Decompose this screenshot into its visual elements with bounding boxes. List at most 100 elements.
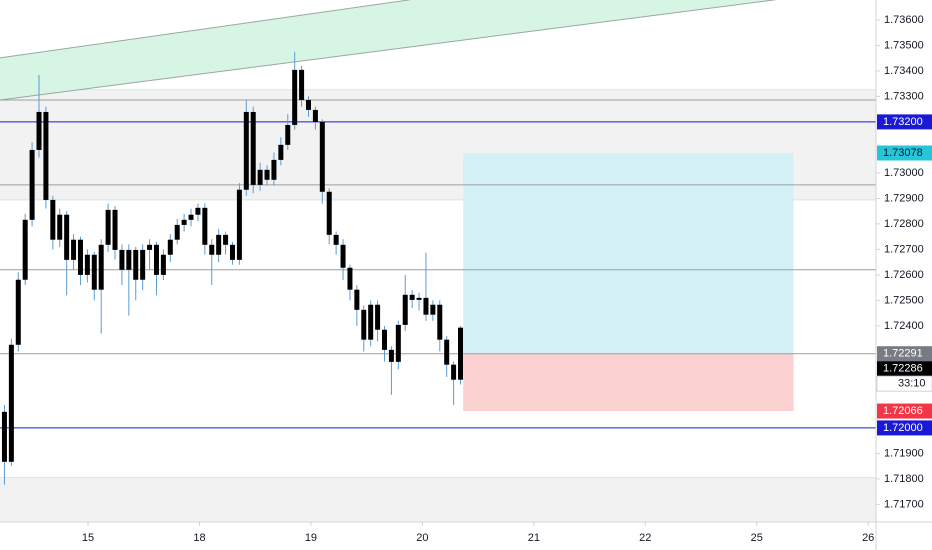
candle-body xyxy=(312,109,318,122)
candle-body xyxy=(250,111,256,185)
stop-label: 1.72066 xyxy=(883,405,923,417)
candle-body xyxy=(167,239,173,255)
candle-body xyxy=(430,304,436,315)
candle-body xyxy=(299,69,305,100)
candle-body xyxy=(236,189,242,260)
y-tick-label: 1.71700 xyxy=(884,498,924,510)
candle-body xyxy=(50,199,56,240)
target-label-box xyxy=(877,145,932,161)
y-tick-label: 1.73500 xyxy=(884,39,924,51)
y-tick-label: 1.73000 xyxy=(884,167,924,179)
y-tick-label: 1.72500 xyxy=(884,294,924,306)
candle-body xyxy=(43,111,49,200)
zone xyxy=(0,477,876,522)
y-tick-label: 1.72400 xyxy=(884,320,924,332)
candle-body xyxy=(133,249,139,280)
countdown: 33:10 xyxy=(898,378,926,390)
candle-body xyxy=(91,254,97,290)
candle-body xyxy=(423,297,429,315)
candle-body xyxy=(105,209,111,245)
candle-body xyxy=(119,249,125,270)
candle-body xyxy=(112,209,118,250)
candle-body xyxy=(402,294,408,325)
candle-body xyxy=(8,344,14,462)
level-label-box xyxy=(877,420,932,436)
y-tick-label: 1.73600 xyxy=(884,14,924,26)
candle-body xyxy=(451,364,457,380)
candle-body xyxy=(57,214,63,240)
candle-body xyxy=(174,224,180,240)
candle-body xyxy=(285,124,291,145)
candle-body xyxy=(1,411,7,462)
candle-body xyxy=(188,214,194,220)
entry-label-box xyxy=(877,346,932,362)
candle-body xyxy=(361,309,367,340)
candle-body xyxy=(444,339,450,365)
x-tick-label: 22 xyxy=(639,532,651,544)
candle-body xyxy=(264,169,270,180)
candle-body xyxy=(181,219,187,225)
candle-body xyxy=(15,279,21,345)
candle-body xyxy=(388,349,394,362)
x-tick-label: 21 xyxy=(528,532,540,544)
candle-body xyxy=(395,324,401,362)
last-price-label-box xyxy=(877,361,932,377)
candle-body xyxy=(382,329,388,350)
level-label-box xyxy=(877,114,932,130)
candle-body xyxy=(319,121,325,192)
y-tick-label: 1.72600 xyxy=(884,269,924,281)
candle-body xyxy=(437,304,443,340)
y-tick-label: 1.71800 xyxy=(884,473,924,485)
candle-body xyxy=(305,99,311,110)
candle-body xyxy=(77,239,83,275)
y-tick-label: 1.73400 xyxy=(884,65,924,77)
candle-body xyxy=(347,267,353,290)
target-label: 1.73078 xyxy=(883,147,923,159)
candle-body xyxy=(223,234,229,245)
candle-body xyxy=(29,149,35,220)
stop-label-box xyxy=(877,403,932,419)
candle-body xyxy=(64,214,70,260)
candle-body xyxy=(340,244,346,268)
channel-line xyxy=(0,0,776,101)
candle-body xyxy=(326,191,332,235)
candle-body xyxy=(84,254,90,275)
x-tick-label: 15 xyxy=(82,532,94,544)
x-tick-label: 20 xyxy=(416,532,428,544)
candle-body xyxy=(71,239,77,260)
candle-body xyxy=(278,144,284,160)
level-label: 1.72000 xyxy=(883,422,923,434)
candle-body xyxy=(195,207,201,215)
candle-body xyxy=(368,304,374,340)
x-tick-label: 18 xyxy=(193,532,205,544)
channel-line xyxy=(0,0,411,59)
plot-area xyxy=(0,0,876,522)
candle-body xyxy=(160,254,166,275)
x-tick-label: 25 xyxy=(751,532,763,544)
last-price-label: 1.72286 xyxy=(883,363,923,375)
candle-body xyxy=(458,327,464,380)
axes: 1.73600 1.73500 1.73400 1.73300 1.73000 1.729… xyxy=(82,14,932,544)
candle-body xyxy=(292,69,298,125)
y-tick-label: 1.72700 xyxy=(884,243,924,255)
candle-body xyxy=(375,304,381,330)
candle-body xyxy=(243,111,249,190)
candle-body xyxy=(333,234,339,245)
x-tick-label: 26 xyxy=(862,532,874,544)
level-label: 1.73200 xyxy=(883,116,923,128)
candle-body xyxy=(257,169,263,185)
candle-body xyxy=(126,249,132,270)
y-tick-label: 1.72800 xyxy=(884,218,924,230)
candle-body xyxy=(354,289,360,310)
candle-body xyxy=(98,244,104,290)
candle-body xyxy=(216,234,222,255)
y-tick-label: 1.72900 xyxy=(884,192,924,204)
candle-body xyxy=(209,244,215,255)
candle-body xyxy=(416,297,422,300)
profit-zone xyxy=(463,153,794,354)
y-tick-label: 1.71900 xyxy=(884,447,924,459)
candle-body xyxy=(202,207,208,245)
candle-body xyxy=(140,249,146,280)
candle-body xyxy=(409,294,415,300)
candle-body xyxy=(229,244,235,260)
